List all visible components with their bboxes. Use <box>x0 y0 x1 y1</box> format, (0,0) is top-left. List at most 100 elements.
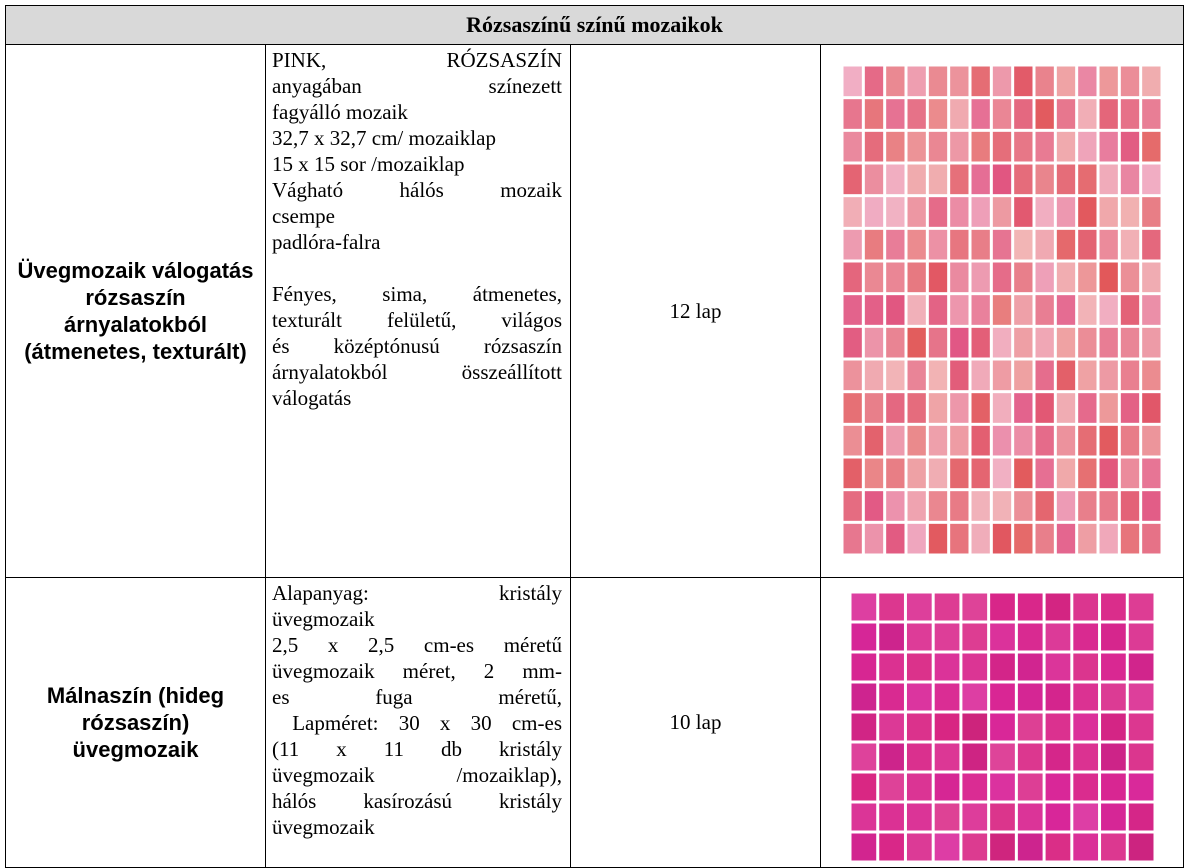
tile <box>864 458 884 489</box>
tile <box>864 425 884 456</box>
tile <box>971 393 990 423</box>
tile <box>1056 393 1076 423</box>
tile <box>864 491 884 521</box>
tile <box>992 523 1012 554</box>
tile <box>1142 523 1161 554</box>
tile <box>851 653 876 681</box>
tile <box>1072 623 1098 651</box>
tile <box>1100 713 1126 741</box>
tile <box>950 262 969 293</box>
tile <box>1014 327 1033 358</box>
tile <box>1014 360 1033 391</box>
tile <box>934 803 959 831</box>
tile <box>1142 458 1161 489</box>
tile <box>971 491 990 521</box>
tile <box>1035 327 1054 358</box>
tile <box>971 295 990 325</box>
tile <box>928 523 948 554</box>
tile <box>950 295 969 325</box>
tile <box>934 593 959 621</box>
tile <box>989 833 1015 861</box>
tile <box>928 164 948 195</box>
tile <box>1072 713 1098 741</box>
tile <box>1100 623 1126 651</box>
tile <box>1056 458 1076 489</box>
tile <box>907 360 926 391</box>
tile <box>1014 523 1033 554</box>
tile <box>843 491 862 521</box>
tile <box>1078 393 1097 423</box>
tile <box>1056 99 1076 129</box>
tile <box>928 229 948 260</box>
tile <box>1056 262 1076 293</box>
tile <box>1078 425 1097 456</box>
tile <box>907 229 926 260</box>
tile <box>1142 262 1161 293</box>
tile <box>971 66 990 97</box>
tile <box>989 773 1015 801</box>
tile <box>1017 773 1043 801</box>
tile <box>1099 393 1118 423</box>
tile <box>961 713 987 741</box>
tile <box>1017 653 1043 681</box>
row: Málnaszín (hideg rózsaszín) üvegmozaik A… <box>5 577 1185 868</box>
tile <box>992 99 1012 129</box>
tile <box>1078 197 1097 227</box>
tile <box>934 743 959 771</box>
tile <box>1056 491 1076 521</box>
description-line: hálós kasírozású kristály <box>272 789 562 813</box>
tile <box>843 523 862 554</box>
tile <box>971 458 990 489</box>
tile <box>864 197 884 227</box>
description-line: texturált felületű, világos <box>272 308 562 332</box>
tile <box>1142 99 1161 129</box>
description-line: üvegmozaik méret, 2 mm- <box>272 659 562 683</box>
tile <box>928 360 948 391</box>
tile <box>934 683 959 711</box>
tile <box>843 458 862 489</box>
tile <box>907 262 926 293</box>
tile <box>851 803 876 831</box>
tile <box>1128 743 1154 771</box>
tile <box>1078 327 1097 358</box>
tile <box>1078 523 1097 554</box>
tile <box>1078 458 1097 489</box>
description-line: üvegmozaik <box>272 607 375 631</box>
tile <box>971 523 990 554</box>
tile <box>961 803 987 831</box>
description-line: árnyalatokból összeállított <box>272 360 562 384</box>
tile <box>864 66 884 97</box>
tile <box>864 393 884 423</box>
tile <box>1035 229 1054 260</box>
tile <box>1014 164 1033 195</box>
description-line: Vágható hálós mozaik <box>272 178 562 202</box>
tile <box>886 393 905 423</box>
tile <box>906 653 932 681</box>
tile <box>886 360 905 391</box>
tile <box>1072 833 1098 861</box>
tile <box>1035 523 1054 554</box>
tile <box>907 491 926 521</box>
tile <box>906 713 932 741</box>
tile <box>1142 295 1161 325</box>
tile <box>1045 803 1070 831</box>
tile <box>906 833 932 861</box>
tile <box>1128 683 1154 711</box>
tile <box>1045 593 1070 621</box>
tile <box>886 523 905 554</box>
tile <box>1014 66 1033 97</box>
tile <box>1142 491 1161 521</box>
tile <box>950 458 969 489</box>
tile <box>907 523 926 554</box>
tile <box>928 99 948 129</box>
tile <box>886 99 905 129</box>
tile <box>1128 833 1154 861</box>
mosaic-image <box>851 593 1154 861</box>
image-cell <box>819 44 1185 578</box>
tile <box>950 360 969 391</box>
tile <box>906 623 932 651</box>
tile <box>907 295 926 325</box>
tile <box>1099 458 1118 489</box>
tile <box>1078 262 1097 293</box>
tile <box>1142 360 1161 391</box>
